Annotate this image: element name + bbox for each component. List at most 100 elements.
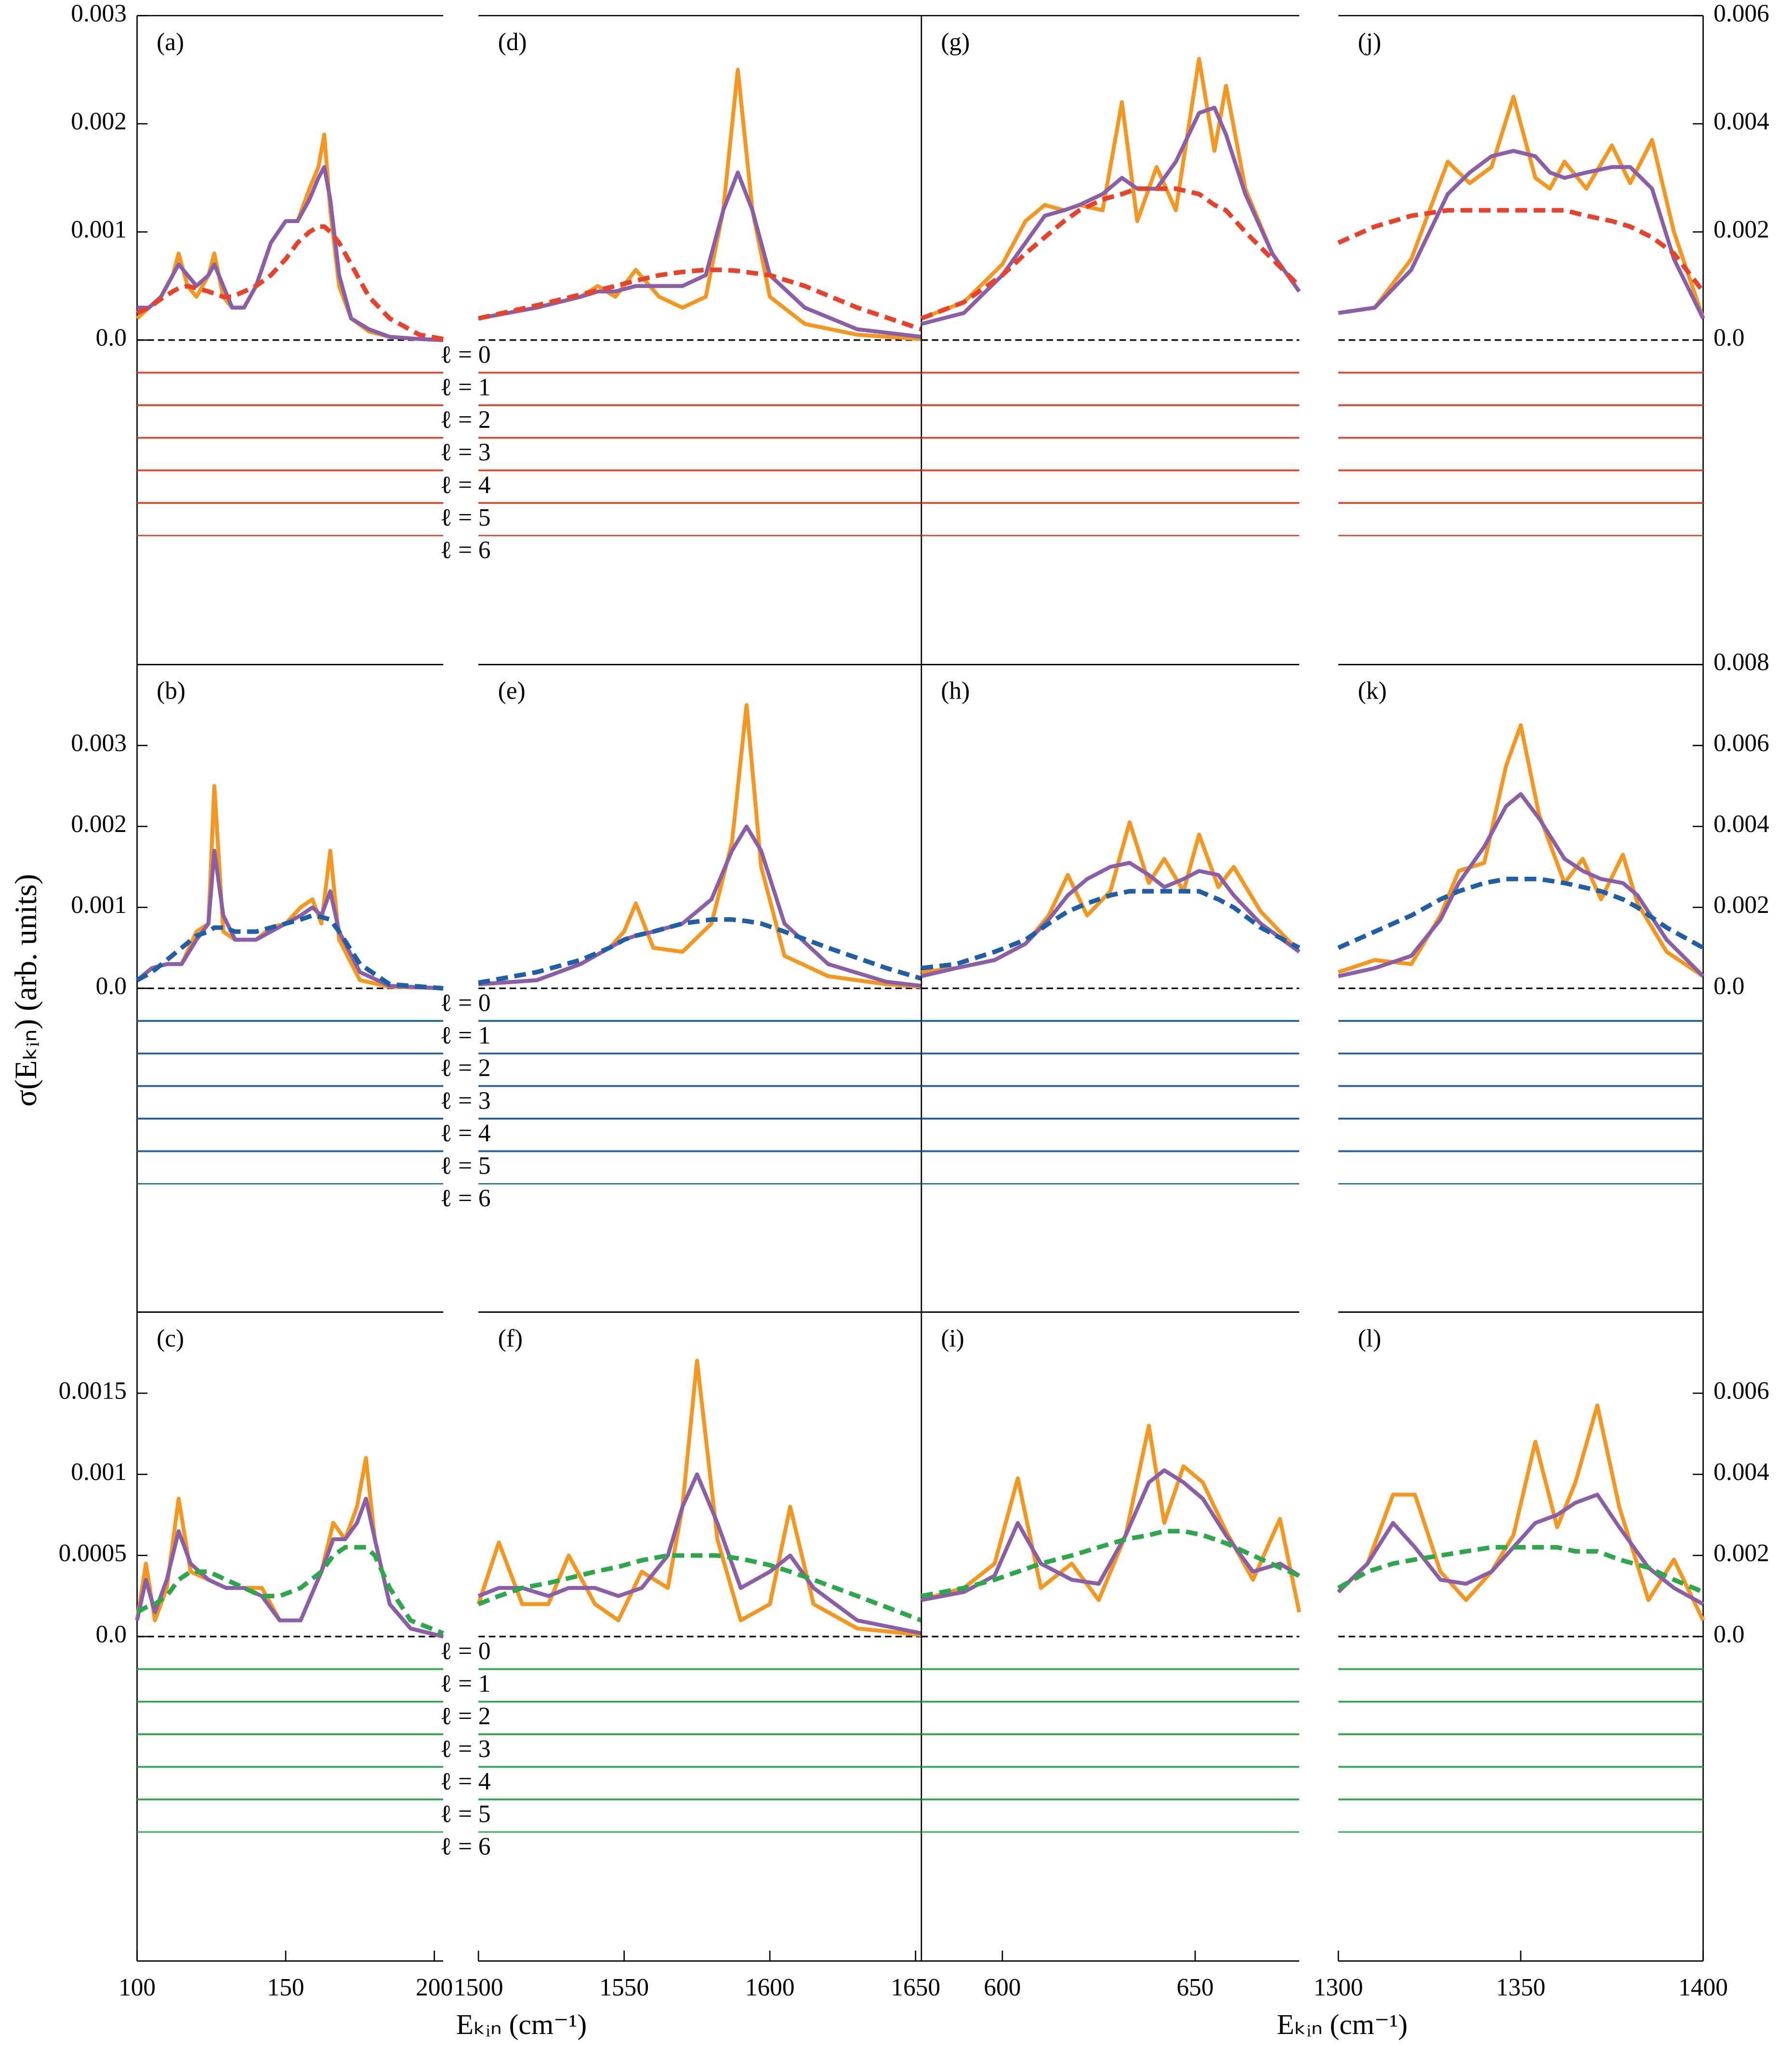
- channel-label: ℓ = 0: [440, 341, 491, 369]
- y-tick-label: 0.002: [1713, 216, 1769, 243]
- x-tick-label: 600: [984, 1974, 1021, 2001]
- y-tick-label: 0.004: [1713, 1458, 1769, 1486]
- x-axis-label: Eₖᵢₙ (cm⁻¹): [1277, 2008, 1408, 2040]
- series-line: [921, 860, 1301, 978]
- channel-label: ℓ = 2: [440, 1055, 491, 1082]
- label-bg: [431, 1057, 500, 1083]
- label-bg: [431, 1640, 500, 1667]
- label-bg: [431, 376, 500, 403]
- series-line: [921, 186, 1301, 321]
- y-tick-label: 0.008: [1713, 648, 1769, 676]
- x-tick-label: 150: [267, 1974, 304, 2001]
- y-tick-label: 0.006: [1713, 729, 1769, 757]
- series-line: [1337, 208, 1705, 293]
- label-bg: [431, 344, 500, 370]
- channel-label: ℓ = 6: [440, 1185, 491, 1212]
- panel-label: (i): [941, 1325, 964, 1352]
- label-bg: [431, 1673, 500, 1699]
- y-tick-label: 0.003: [71, 729, 127, 757]
- x-tick-label: 1600: [745, 1974, 795, 2001]
- label-bg: [431, 1836, 500, 1862]
- channel-label: ℓ = 4: [440, 471, 491, 499]
- channel-label: ℓ = 0: [440, 989, 491, 1017]
- series-line: [136, 1545, 444, 1636]
- label-bg: [431, 507, 500, 533]
- channel-label: ℓ = 5: [440, 1152, 491, 1180]
- label-bg: [431, 1025, 500, 1051]
- series-line: [1338, 792, 1705, 978]
- label-bg: [431, 992, 500, 1018]
- series-line: [135, 132, 444, 342]
- series-line: [921, 1529, 1300, 1598]
- y-tick-label: 0.004: [1713, 810, 1769, 838]
- y-tick-label: 0.006: [1713, 0, 1769, 27]
- label-bg: [431, 1738, 500, 1765]
- channel-label: ℓ = 5: [440, 504, 491, 531]
- label-bg: [431, 539, 500, 566]
- panel-label: (h): [941, 677, 970, 705]
- y-tick-label: 0.0: [96, 324, 127, 352]
- series-line: [478, 267, 922, 331]
- series-line: [135, 848, 444, 990]
- y-tick-label: 0.0: [1713, 972, 1744, 1000]
- panel-label: (d): [498, 28, 527, 56]
- panel-label: (b): [157, 677, 185, 705]
- channel-label: ℓ = 2: [440, 406, 491, 434]
- x-tick-label: 1350: [1496, 1974, 1546, 2001]
- panel-label: (e): [498, 677, 526, 705]
- series-line: [135, 784, 444, 990]
- channel-label: ℓ = 5: [440, 1800, 491, 1828]
- x-tick-label: 1550: [599, 1974, 649, 2001]
- label-bg: [431, 1770, 500, 1797]
- channel-label: ℓ = 1: [440, 1670, 491, 1698]
- series-line: [136, 224, 444, 342]
- channel-label: ℓ = 4: [440, 1768, 491, 1795]
- series-line: [921, 1468, 1301, 1602]
- y-tick-label: 0.0005: [59, 1539, 127, 1567]
- y-tick-label: 0.0: [1713, 1621, 1744, 1648]
- y-tick-label: 0.004: [1713, 108, 1769, 135]
- series-line: [1338, 94, 1705, 319]
- series-line: [136, 913, 444, 991]
- series-line: [1337, 1492, 1704, 1606]
- series-line: [137, 165, 444, 342]
- y-tick-label: 0.002: [1713, 1539, 1769, 1567]
- series-line: [1337, 1403, 1705, 1622]
- y-tick-label: 0.0: [1713, 324, 1744, 352]
- series-line: [478, 917, 922, 985]
- channel-label: ℓ = 4: [440, 1120, 491, 1147]
- series-line: [478, 67, 922, 341]
- x-tick-label: 200: [416, 1974, 453, 2001]
- label-bg: [431, 1090, 500, 1116]
- series-line: [478, 171, 922, 339]
- series-line: [1338, 149, 1705, 319]
- series-line: [477, 1553, 922, 1623]
- channel-label: ℓ = 6: [440, 1833, 491, 1861]
- series-line: [1337, 1545, 1704, 1594]
- label-bg: [431, 409, 500, 436]
- y-tick-label: 0.001: [71, 1458, 127, 1486]
- panel-label: (a): [157, 28, 184, 56]
- series-line: [1337, 876, 1704, 950]
- series-line: [135, 1496, 444, 1638]
- x-tick-label: 1300: [1314, 1974, 1363, 2001]
- panel-label: (g): [941, 28, 970, 56]
- label-bg: [431, 1803, 500, 1830]
- y-tick-label: 0.006: [1713, 1377, 1769, 1405]
- label-bg: [431, 1155, 500, 1181]
- y-tick-label: 0.001: [71, 891, 127, 919]
- label-bg: [431, 1705, 500, 1732]
- panel-label: (c): [157, 1325, 184, 1352]
- series-line: [1337, 723, 1704, 978]
- channel-label: ℓ = 1: [440, 1022, 491, 1049]
- channel-label: ℓ = 0: [440, 1638, 491, 1665]
- y-tick-label: 0.0: [96, 972, 127, 1000]
- y-tick-label: 0.003: [71, 0, 127, 27]
- panel-label: (l): [1358, 1325, 1382, 1352]
- y-tick-label: 0.002: [71, 810, 127, 838]
- channel-label: ℓ = 1: [440, 373, 491, 401]
- y-tick-label: 0.001: [71, 216, 127, 243]
- y-tick-label: 0.002: [1713, 891, 1769, 919]
